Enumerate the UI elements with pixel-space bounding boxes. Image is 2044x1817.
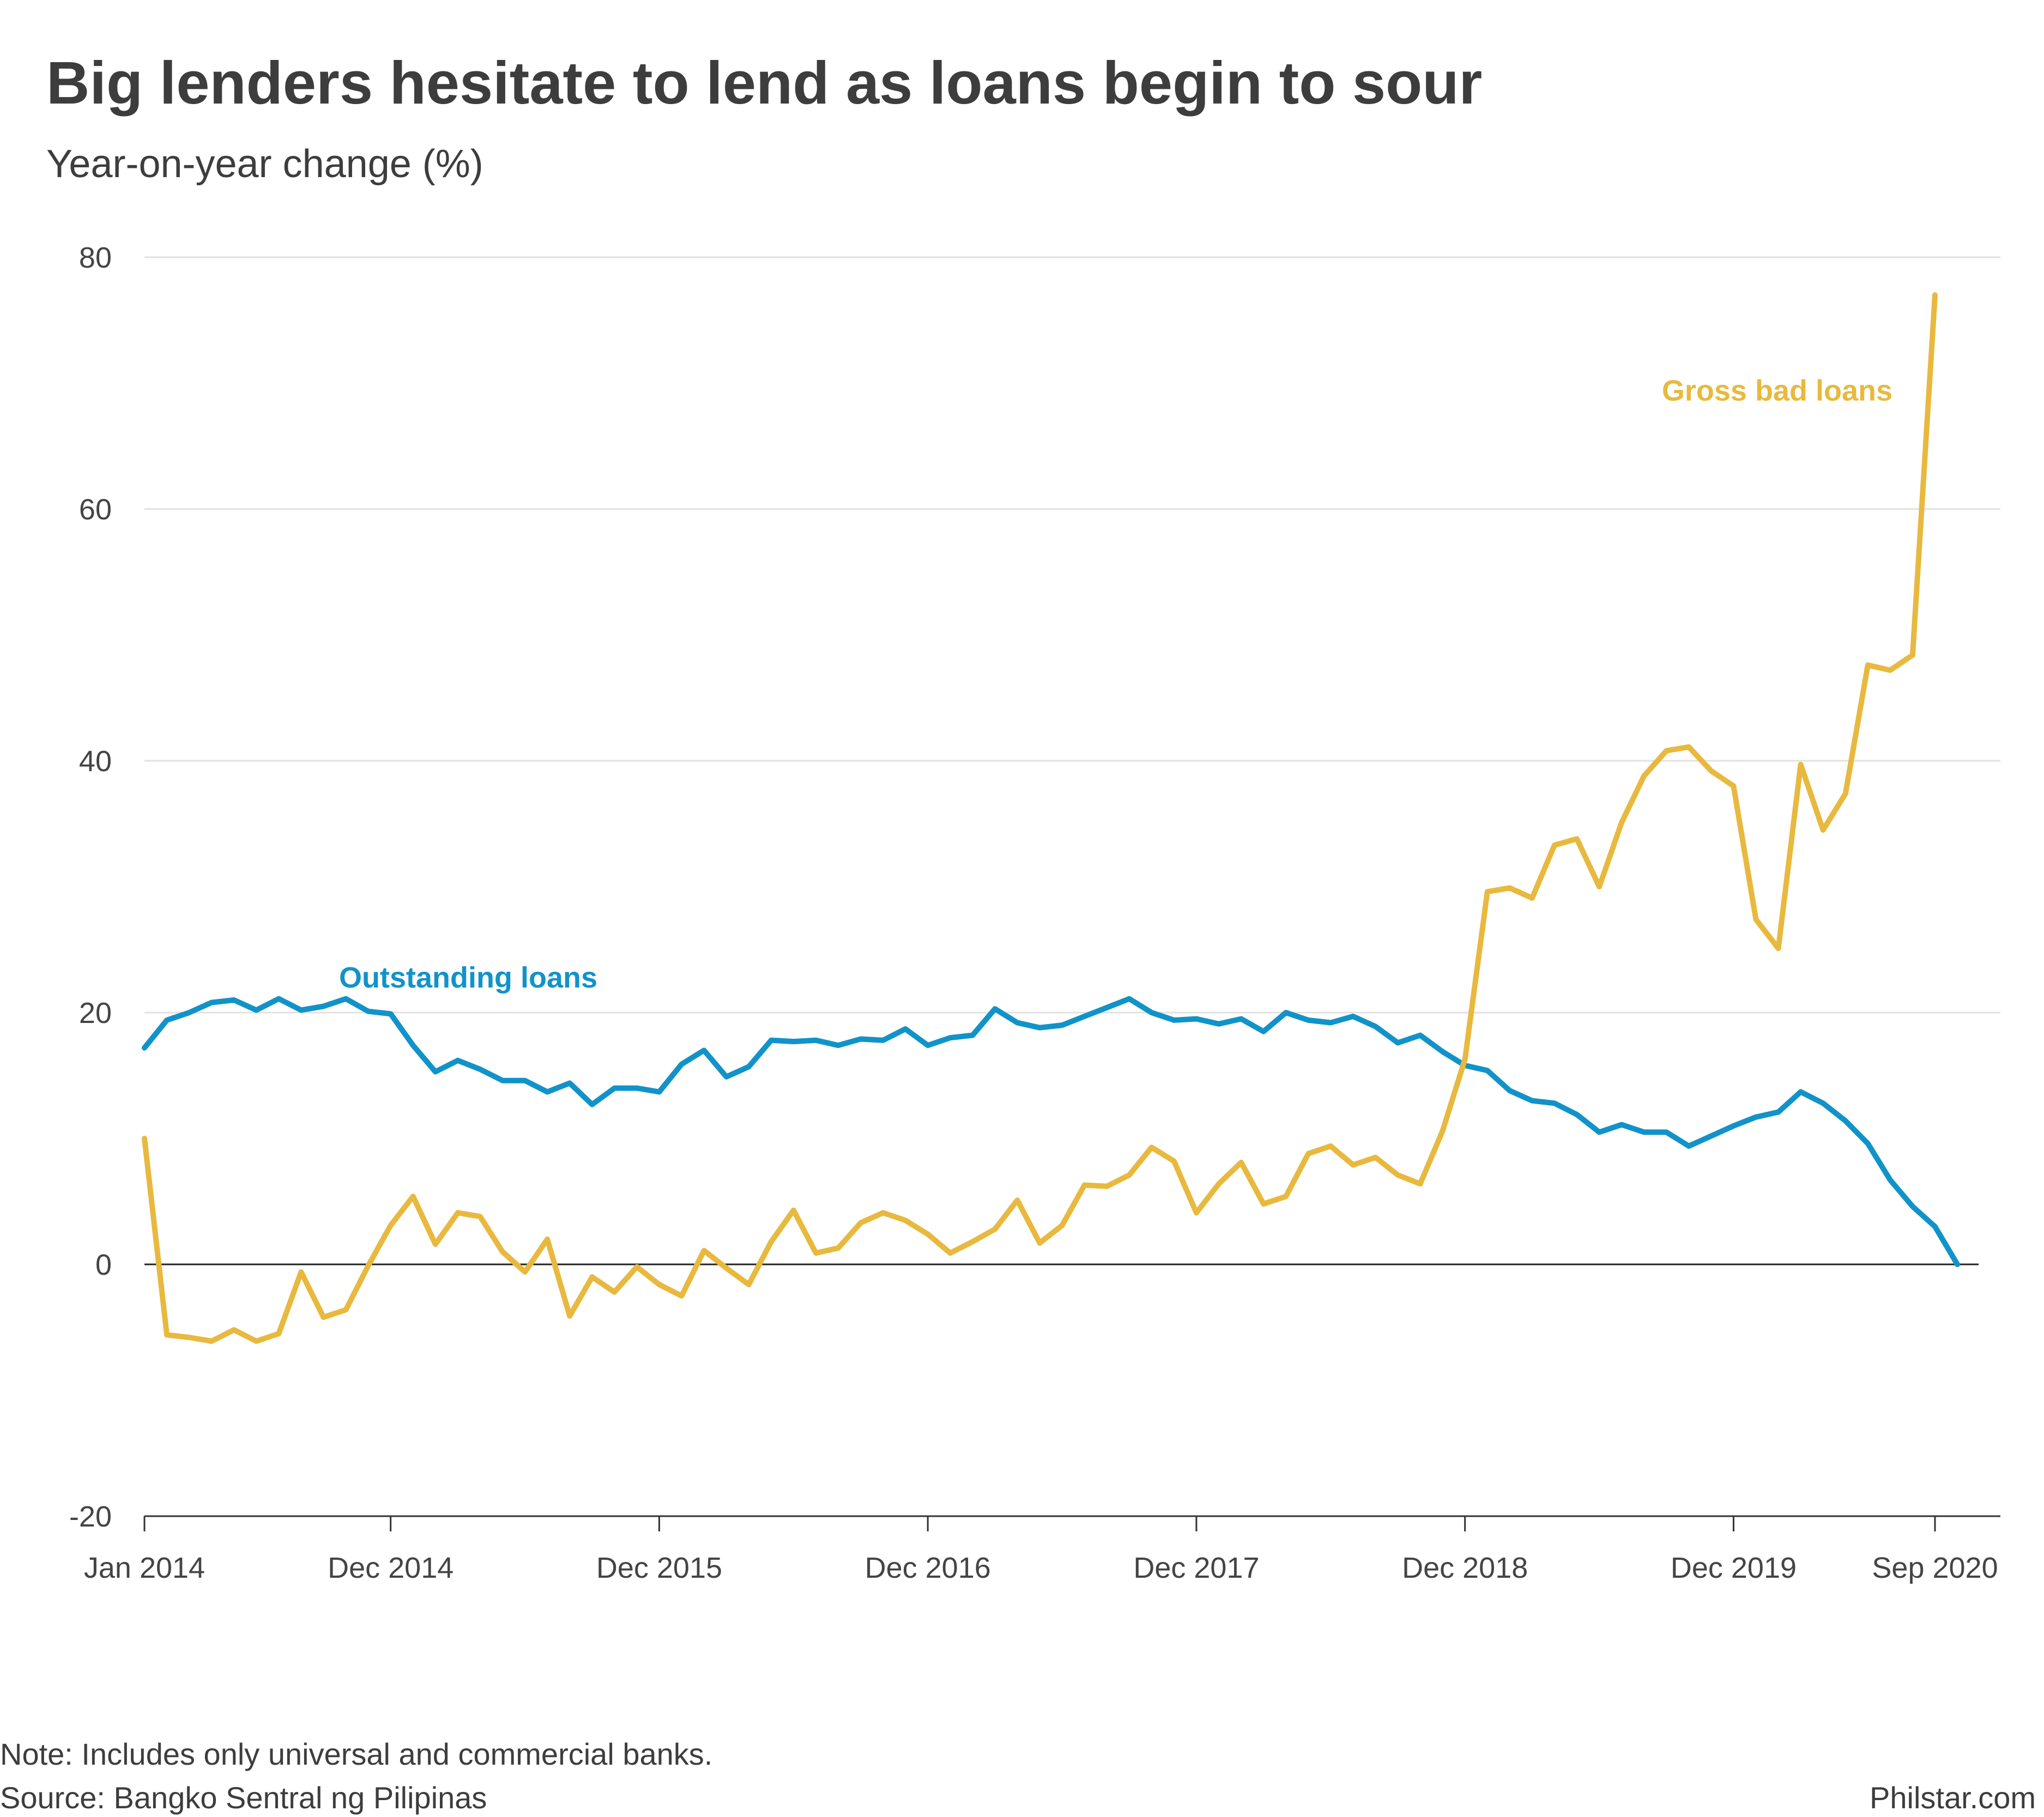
y-tick-label: 0: [95, 1249, 112, 1281]
y-tick-label: 80: [79, 241, 112, 274]
y-tick-label: 20: [79, 997, 112, 1029]
x-tick-label: Dec 2015: [596, 1552, 722, 1584]
source-note: Source: Bangko Sentral ng Pilipinas: [0, 1780, 487, 1815]
series-labels: Outstanding loans Gross bad loans: [339, 374, 1892, 994]
y-tick-label: 60: [79, 493, 112, 526]
x-tick-label: Dec 2014: [328, 1552, 453, 1584]
x-axis: Jan 2014 Dec 2014 Dec 2015 Dec 2016 Dec 2017…: [84, 1515, 2000, 1584]
y-tick-label: 40: [79, 745, 112, 778]
x-tick-label: Dec 2017: [1133, 1552, 1259, 1584]
x-tick-label: Dec 2016: [865, 1552, 991, 1584]
y-axis-ticks: -20 0 20 40 60 80: [69, 241, 112, 1533]
footnote: Note: Includes only universal and commer…: [0, 1737, 712, 1771]
x-tick-label: Sep 2020: [1872, 1552, 1998, 1584]
series-line-outstanding-loans: [142, 996, 1961, 1267]
chart-subtitle: Year-on-year change (%): [46, 142, 483, 186]
x-tick-label: Dec 2019: [1671, 1552, 1797, 1584]
gridlines: [144, 256, 2000, 1265]
brand-credit: Philstar.com: [1870, 1780, 2036, 1815]
x-tick-label: Dec 2018: [1402, 1552, 1528, 1584]
chart-title: Big lenders hesitate to lend as loans be…: [46, 50, 1482, 117]
y-tick-label: -20: [69, 1500, 112, 1533]
series-label-gross-bad-loans: Gross bad loans: [1662, 374, 1892, 407]
series-lines: [142, 292, 1961, 1344]
series-label-outstanding-loans: Outstanding loans: [339, 961, 597, 994]
x-tick-label: Jan 2014: [84, 1552, 205, 1584]
series-line-gross-bad-loans: [142, 292, 1938, 1344]
